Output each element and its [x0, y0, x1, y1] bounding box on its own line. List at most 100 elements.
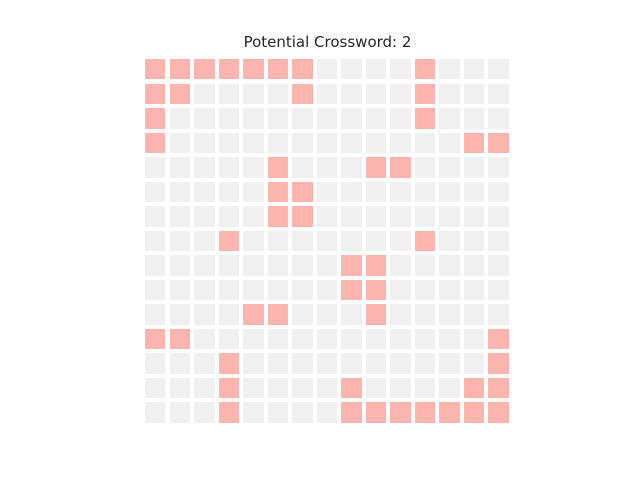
grid-cell-empty	[316, 181, 338, 203]
grid-cell-empty	[169, 181, 190, 203]
grid-cell-empty	[390, 304, 411, 325]
grid-cell-filled	[439, 402, 460, 423]
grid-cell-empty	[365, 108, 387, 129]
grid-cell-empty	[316, 206, 338, 227]
grid-cell-empty	[316, 255, 338, 276]
grid-cell-empty	[463, 255, 485, 276]
grid-cell-empty	[169, 157, 190, 178]
grid-cell-empty	[341, 230, 362, 252]
grid-cell-filled	[292, 59, 313, 80]
grid-cell-empty	[488, 83, 509, 104]
grid-cell-empty	[243, 157, 264, 178]
grid-cell-empty	[218, 157, 240, 178]
grid-cell-empty	[390, 255, 411, 276]
grid-cell-empty	[218, 255, 240, 276]
grid-cell-empty	[243, 353, 264, 374]
grid-cell-empty	[194, 328, 215, 350]
grid-cell-filled	[365, 279, 387, 301]
grid-cell-empty	[341, 353, 362, 374]
grid-cell-filled	[218, 353, 240, 374]
grid-cell-empty	[267, 230, 289, 252]
grid-cell-empty	[488, 206, 509, 227]
grid-cell-empty	[292, 255, 313, 276]
grid-cell-filled	[341, 377, 362, 399]
grid-cell-empty	[145, 206, 166, 227]
grid-cell-empty	[243, 279, 264, 301]
grid-cell-empty	[414, 132, 436, 154]
grid-cell-filled	[145, 83, 166, 104]
grid-cell-empty	[488, 108, 509, 129]
grid-cell-empty	[463, 328, 485, 350]
grid-cell-empty	[316, 108, 338, 129]
grid-cell-empty	[218, 83, 240, 104]
grid-cell-empty	[488, 230, 509, 252]
grid-cell-empty	[145, 353, 166, 374]
grid-cell-empty	[145, 230, 166, 252]
grid-cell-filled	[218, 230, 240, 252]
grid-cell-empty	[267, 255, 289, 276]
grid-cell-filled	[390, 402, 411, 423]
chart-title: Potential Crossword: 2	[243, 33, 412, 51]
grid-cell-empty	[243, 132, 264, 154]
grid-cell-empty	[194, 402, 215, 423]
grid-cell-filled	[365, 402, 387, 423]
grid-cell-empty	[292, 230, 313, 252]
grid-cell-empty	[365, 206, 387, 227]
grid-cell-empty	[292, 279, 313, 301]
grid-cell-empty	[218, 181, 240, 203]
grid-cell-filled	[488, 353, 509, 374]
grid-cell-filled	[341, 279, 362, 301]
grid-cell-empty	[439, 206, 460, 227]
grid-cell-empty	[341, 304, 362, 325]
grid-cell-filled	[463, 132, 485, 154]
grid-cell-empty	[194, 132, 215, 154]
grid-cell-empty	[414, 206, 436, 227]
grid-cell-empty	[316, 402, 338, 423]
grid-cell-empty	[194, 206, 215, 227]
grid-cell-filled	[292, 206, 313, 227]
grid-cell-filled	[414, 83, 436, 104]
grid-cell-empty	[169, 255, 190, 276]
grid-cell-empty	[292, 132, 313, 154]
grid-cell-empty	[390, 108, 411, 129]
grid-cell-filled	[145, 108, 166, 129]
grid-cell-empty	[267, 328, 289, 350]
grid-cell-filled	[267, 157, 289, 178]
grid-cell-empty	[169, 279, 190, 301]
grid-cell-filled	[414, 230, 436, 252]
grid-cell-empty	[439, 328, 460, 350]
grid-cell-empty	[169, 230, 190, 252]
grid-cell-filled	[292, 181, 313, 203]
grid-cell-empty	[414, 353, 436, 374]
grid-cell-empty	[145, 255, 166, 276]
grid-cell-empty	[414, 181, 436, 203]
grid-cell-empty	[341, 157, 362, 178]
grid-cell-empty	[243, 255, 264, 276]
grid-cell-empty	[292, 328, 313, 350]
grid-cell-empty	[292, 157, 313, 178]
grid-cell-filled	[488, 402, 509, 423]
grid-cell-empty	[243, 206, 264, 227]
grid-cell-empty	[463, 83, 485, 104]
grid-cell-empty	[194, 108, 215, 129]
grid-cell-filled	[218, 59, 240, 80]
grid-cell-empty	[194, 157, 215, 178]
grid-cell-empty	[390, 181, 411, 203]
grid-cell-empty	[439, 353, 460, 374]
grid-cell-filled	[341, 402, 362, 423]
grid-cell-empty	[316, 304, 338, 325]
grid-cell-filled	[463, 402, 485, 423]
grid-cell-empty	[390, 206, 411, 227]
grid-cell-empty	[463, 108, 485, 129]
grid-cell-empty	[439, 230, 460, 252]
grid-cell-empty	[145, 279, 166, 301]
grid-cell-filled	[463, 377, 485, 399]
grid-cell-filled	[488, 377, 509, 399]
grid-cell-empty	[218, 108, 240, 129]
grid-cell-empty	[439, 157, 460, 178]
grid-cell-empty	[488, 279, 509, 301]
grid-cell-empty	[365, 328, 387, 350]
grid-cell-empty	[365, 377, 387, 399]
grid-cell-empty	[267, 132, 289, 154]
grid-cell-empty	[316, 59, 338, 80]
